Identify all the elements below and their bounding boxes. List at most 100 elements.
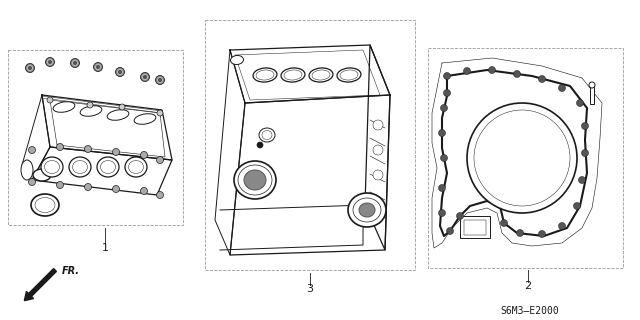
Circle shape — [474, 110, 570, 206]
Ellipse shape — [45, 161, 60, 173]
Circle shape — [456, 212, 463, 220]
Ellipse shape — [234, 161, 276, 199]
Ellipse shape — [244, 170, 266, 190]
Circle shape — [141, 73, 150, 82]
Ellipse shape — [230, 55, 243, 65]
Circle shape — [538, 230, 545, 237]
Circle shape — [440, 155, 447, 162]
Circle shape — [463, 68, 470, 75]
Circle shape — [257, 142, 263, 148]
Ellipse shape — [340, 70, 358, 80]
Ellipse shape — [41, 157, 63, 177]
Circle shape — [373, 145, 383, 155]
Ellipse shape — [253, 68, 277, 82]
Bar — [205, 20, 415, 270]
Ellipse shape — [312, 70, 330, 80]
Circle shape — [84, 146, 92, 153]
Circle shape — [56, 143, 63, 150]
Ellipse shape — [80, 106, 102, 116]
Circle shape — [373, 170, 383, 180]
Circle shape — [157, 191, 163, 198]
Circle shape — [157, 110, 163, 116]
Bar — [464, 220, 486, 235]
Ellipse shape — [33, 169, 51, 181]
Ellipse shape — [284, 70, 302, 80]
Circle shape — [589, 82, 595, 88]
Ellipse shape — [309, 68, 333, 82]
Ellipse shape — [359, 203, 375, 217]
Circle shape — [559, 84, 566, 92]
Circle shape — [84, 183, 92, 190]
Circle shape — [141, 188, 147, 195]
Ellipse shape — [125, 157, 147, 177]
Circle shape — [29, 179, 35, 186]
Circle shape — [559, 222, 566, 229]
Circle shape — [26, 63, 35, 73]
Circle shape — [444, 73, 451, 79]
Circle shape — [45, 58, 54, 67]
Circle shape — [113, 186, 120, 193]
Ellipse shape — [53, 102, 75, 112]
Circle shape — [488, 67, 495, 74]
Circle shape — [582, 149, 589, 156]
Circle shape — [72, 60, 77, 66]
Ellipse shape — [134, 114, 156, 124]
Ellipse shape — [262, 131, 272, 140]
Circle shape — [438, 185, 445, 191]
Bar — [590, 86, 594, 104]
Text: S6M3–E2000: S6M3–E2000 — [500, 306, 559, 316]
Circle shape — [87, 102, 93, 108]
Ellipse shape — [107, 110, 129, 120]
FancyArrow shape — [24, 268, 56, 301]
Circle shape — [143, 75, 147, 79]
Circle shape — [373, 120, 383, 130]
Ellipse shape — [21, 160, 33, 180]
Circle shape — [141, 151, 147, 158]
Bar — [460, 216, 490, 238]
Ellipse shape — [353, 198, 381, 222]
Circle shape — [444, 90, 451, 97]
Circle shape — [70, 59, 79, 68]
Bar — [428, 48, 623, 268]
Ellipse shape — [337, 68, 361, 82]
Ellipse shape — [72, 161, 88, 173]
Circle shape — [118, 69, 122, 75]
Circle shape — [573, 203, 580, 210]
Circle shape — [538, 76, 545, 83]
Circle shape — [56, 181, 63, 188]
Circle shape — [95, 65, 100, 69]
Circle shape — [438, 130, 445, 137]
Circle shape — [579, 177, 586, 183]
Circle shape — [582, 123, 589, 130]
Ellipse shape — [35, 197, 55, 212]
Ellipse shape — [256, 70, 274, 80]
Text: FR.: FR. — [62, 266, 80, 276]
Circle shape — [28, 66, 33, 70]
Bar — [8, 50, 183, 225]
Circle shape — [577, 100, 584, 107]
Circle shape — [29, 147, 35, 154]
Circle shape — [93, 62, 102, 71]
Circle shape — [119, 104, 125, 110]
Circle shape — [513, 70, 520, 77]
Ellipse shape — [31, 194, 59, 216]
Circle shape — [47, 60, 52, 65]
Text: 2: 2 — [524, 281, 532, 291]
Circle shape — [113, 148, 120, 156]
Circle shape — [447, 228, 454, 235]
Circle shape — [115, 68, 125, 76]
Circle shape — [467, 103, 577, 213]
Ellipse shape — [281, 68, 305, 82]
Ellipse shape — [348, 193, 386, 227]
Ellipse shape — [100, 161, 115, 173]
Circle shape — [156, 76, 164, 84]
Circle shape — [438, 210, 445, 217]
Circle shape — [440, 105, 447, 111]
Circle shape — [500, 220, 508, 227]
Text: 1: 1 — [102, 243, 109, 253]
Circle shape — [157, 77, 163, 83]
Ellipse shape — [259, 128, 275, 142]
Ellipse shape — [97, 157, 119, 177]
Circle shape — [47, 97, 53, 103]
Text: 3: 3 — [307, 284, 314, 294]
